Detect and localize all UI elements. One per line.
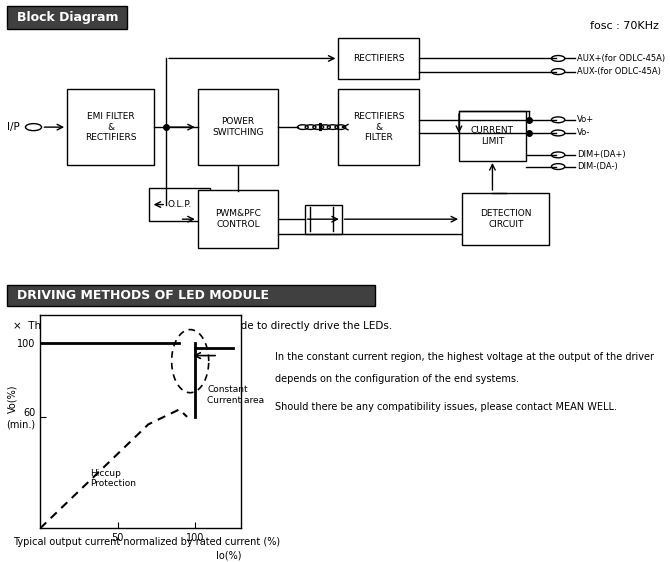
Text: depends on the configuration of the end systems.: depends on the configuration of the end … bbox=[275, 374, 519, 384]
FancyBboxPatch shape bbox=[305, 205, 342, 234]
FancyBboxPatch shape bbox=[149, 188, 210, 221]
Text: Vo(%): Vo(%) bbox=[7, 384, 17, 413]
Text: Typical output current normalized by rated current (%): Typical output current normalized by rat… bbox=[13, 537, 281, 547]
Text: RECTIFIERS
&
FILTER: RECTIFIERS & FILTER bbox=[353, 112, 404, 142]
Text: Block Diagram: Block Diagram bbox=[17, 11, 118, 24]
FancyBboxPatch shape bbox=[338, 89, 419, 165]
Text: CURRENT
LIMIT: CURRENT LIMIT bbox=[471, 126, 514, 146]
FancyBboxPatch shape bbox=[462, 193, 549, 246]
FancyBboxPatch shape bbox=[7, 6, 127, 29]
Text: EMI FILTER
&
RECTIFIERS: EMI FILTER & RECTIFIERS bbox=[85, 112, 136, 142]
FancyBboxPatch shape bbox=[338, 38, 419, 79]
Text: AUX+(for ODLC-45A): AUX+(for ODLC-45A) bbox=[577, 54, 665, 63]
Text: DIM+(DA+): DIM+(DA+) bbox=[577, 151, 626, 160]
Text: Vo-: Vo- bbox=[577, 129, 590, 138]
Text: RECTIFIERS: RECTIFIERS bbox=[353, 54, 404, 63]
Text: AUX-(for ODLC-45A): AUX-(for ODLC-45A) bbox=[577, 67, 661, 76]
Text: I/P: I/P bbox=[7, 122, 19, 132]
FancyBboxPatch shape bbox=[459, 111, 526, 161]
Text: Should there be any compatibility issues, please contact MEAN WELL.: Should there be any compatibility issues… bbox=[275, 402, 616, 413]
Text: O.L.P.: O.L.P. bbox=[168, 200, 192, 209]
Text: ×  This series works in constant current mode to directly drive the LEDs.: × This series works in constant current … bbox=[13, 321, 393, 331]
FancyBboxPatch shape bbox=[198, 190, 278, 248]
Text: Constant
Current area: Constant Current area bbox=[207, 386, 264, 405]
Text: Hiccup
Protection: Hiccup Protection bbox=[90, 469, 136, 488]
Text: DIM-(DA-): DIM-(DA-) bbox=[577, 162, 618, 171]
Text: Vo+: Vo+ bbox=[577, 115, 594, 124]
Text: fosc : 70KHz: fosc : 70KHz bbox=[590, 21, 659, 31]
FancyBboxPatch shape bbox=[198, 89, 278, 165]
Text: PWM&PFC
CONTROL: PWM&PFC CONTROL bbox=[215, 210, 261, 229]
Text: In the constant current region, the highest voltage at the output of the driver: In the constant current region, the high… bbox=[275, 352, 654, 362]
Text: DRIVING METHODS OF LED MODULE: DRIVING METHODS OF LED MODULE bbox=[17, 289, 269, 302]
Text: POWER
SWITCHING: POWER SWITCHING bbox=[212, 117, 263, 137]
FancyBboxPatch shape bbox=[67, 89, 154, 165]
FancyBboxPatch shape bbox=[7, 285, 375, 306]
Text: Io(%): Io(%) bbox=[216, 551, 241, 560]
Text: DETECTION
CIRCUIT: DETECTION CIRCUIT bbox=[480, 210, 531, 229]
